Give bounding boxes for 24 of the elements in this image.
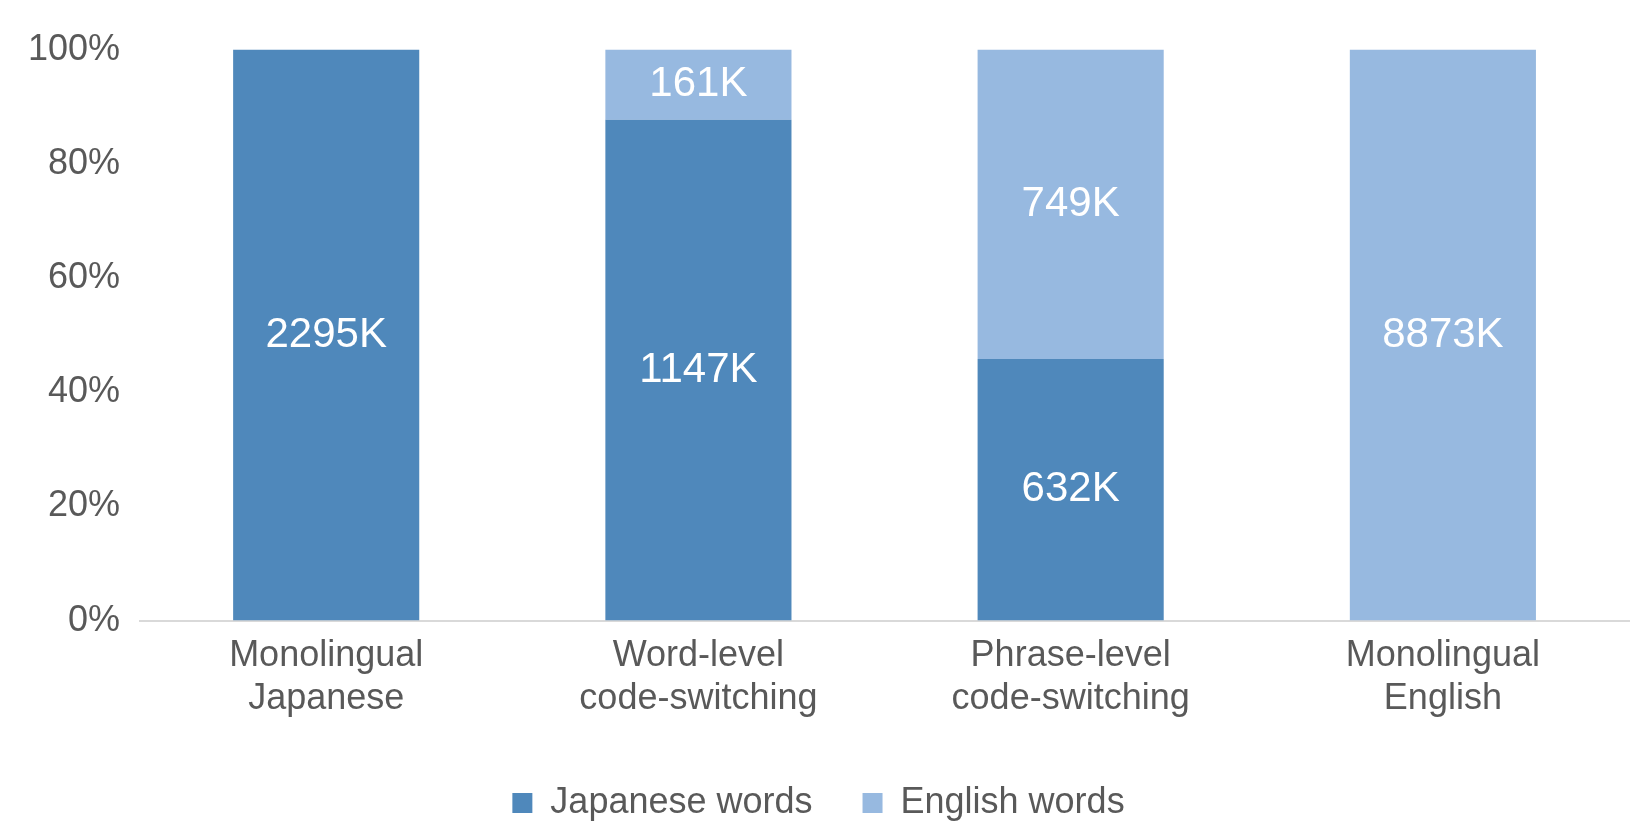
x-tick-label: Word-level code-switching — [579, 633, 818, 718]
y-tick-label: 0% — [68, 597, 121, 639]
x-tick-label: Monolingual Japanese — [229, 633, 424, 718]
annotation: 1147K — [639, 343, 758, 391]
bar — [1349, 49, 1536, 621]
annotation: 632K — [1021, 463, 1120, 511]
x-tick-label: Monolingual English — [1345, 633, 1540, 718]
y-tick-label: 20% — [48, 483, 121, 525]
bar — [977, 359, 1164, 621]
bar — [233, 49, 420, 621]
annotation: 2295K — [265, 308, 387, 356]
bar — [605, 49, 792, 120]
annotation: 749K — [1021, 177, 1120, 225]
legend-label: Japanese words — [550, 779, 813, 821]
bar — [605, 119, 792, 621]
y-tick-label: 100% — [28, 26, 121, 68]
y-tick-label: 60% — [48, 254, 121, 296]
y-tick-label: 80% — [48, 140, 121, 182]
annotation: 161K — [649, 58, 748, 106]
x-tick-label: Phrase-level code-switching — [951, 633, 1190, 718]
bar — [977, 49, 1164, 360]
annotation: 8873K — [1382, 308, 1504, 356]
y-tick-label: 40% — [48, 369, 121, 411]
legend-label: English words — [900, 779, 1125, 821]
